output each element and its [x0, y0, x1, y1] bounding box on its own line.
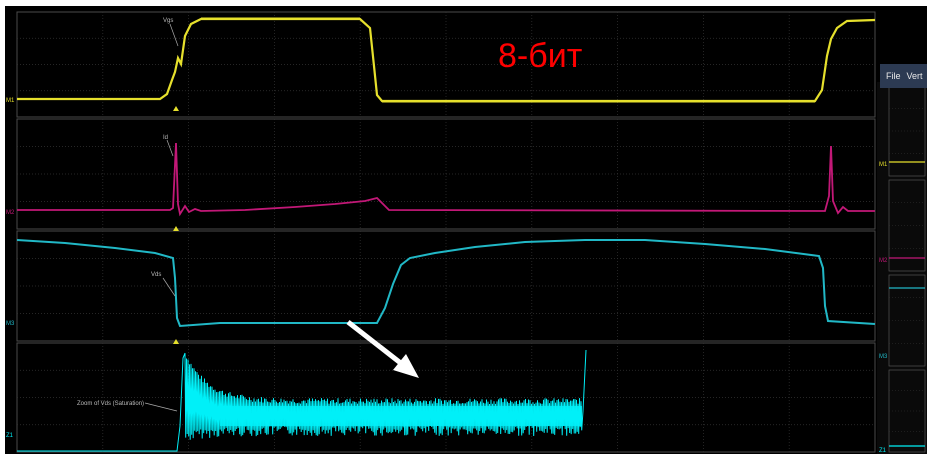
callout-vgs: Vgs — [163, 18, 173, 24]
trace-callouts: Vgs Id Vds Zoom of Vds (Saturation) — [77, 18, 179, 412]
side-panel: M1 M2 M3 Z1 — [877, 82, 927, 454]
graticule — [16, 11, 876, 453]
channel-label-m3: M3 — [6, 321, 15, 327]
vds-trace — [16, 239, 876, 328]
channel-labels: M1 M2 M3 Z1 — [6, 98, 15, 439]
scope-screen: Vgs Id Vds Zoom of Vds (Saturation) M1 M… — [5, 6, 927, 454]
trigger-markers — [173, 106, 179, 344]
side-label-m3: M3 — [879, 354, 888, 360]
channel-label-m2: M2 — [6, 210, 15, 216]
menu-file[interactable]: File — [886, 71, 901, 81]
callout-id: Id — [163, 135, 168, 141]
id-trace — [17, 142, 875, 217]
vgs-trace — [17, 17, 876, 103]
menu-bar: File Vert — [880, 64, 927, 88]
callout-vds: Vds — [151, 272, 161, 278]
waveform-canvas: Vgs Id Vds Zoom of Vds (Saturation) M1 M… — [6, 11, 927, 454]
channel-label-m1: M1 — [6, 98, 15, 104]
annotation-arrow — [346, 320, 419, 378]
side-label-z1: Z1 — [879, 448, 887, 454]
channel-label-z1: Z1 — [6, 433, 14, 439]
side-label-m2: M2 — [879, 258, 888, 264]
zoom-trace — [17, 349, 587, 452]
callout-zoom: Zoom of Vds (Saturation) — [77, 401, 144, 407]
side-label-m1: M1 — [879, 162, 888, 168]
menu-vert[interactable]: Vert — [906, 71, 923, 81]
overlay-title: 8-бит — [498, 37, 583, 75]
